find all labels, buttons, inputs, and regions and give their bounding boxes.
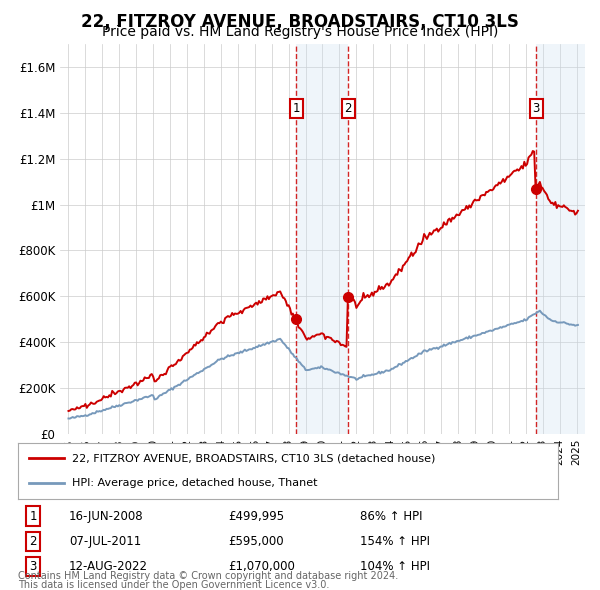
Text: 22, FITZROY AVENUE, BROADSTAIRS, CT10 3LS (detached house): 22, FITZROY AVENUE, BROADSTAIRS, CT10 3L… [72,453,436,463]
Text: Price paid vs. HM Land Registry's House Price Index (HPI): Price paid vs. HM Land Registry's House … [102,25,498,39]
Text: 86% ↑ HPI: 86% ↑ HPI [360,510,422,523]
Text: HPI: Average price, detached house, Thanet: HPI: Average price, detached house, Than… [72,478,317,488]
Text: 154% ↑ HPI: 154% ↑ HPI [360,535,430,548]
Text: 2: 2 [29,535,37,548]
Text: 1: 1 [292,102,300,115]
Text: £499,995: £499,995 [228,510,284,523]
Text: 2: 2 [344,102,352,115]
Text: £595,000: £595,000 [228,535,284,548]
Text: 3: 3 [29,560,37,573]
Text: 3: 3 [533,102,540,115]
Bar [536,44,585,434]
Text: 12-AUG-2022: 12-AUG-2022 [69,560,148,573]
Text: 07-JUL-2011: 07-JUL-2011 [69,535,141,548]
Text: 22, FITZROY AVENUE, BROADSTAIRS, CT10 3LS: 22, FITZROY AVENUE, BROADSTAIRS, CT10 3L… [81,13,519,31]
Text: This data is licensed under the Open Government Licence v3.0.: This data is licensed under the Open Gov… [18,579,329,589]
Text: 1: 1 [29,510,37,523]
Text: 16-JUN-2008: 16-JUN-2008 [69,510,143,523]
Text: 104% ↑ HPI: 104% ↑ HPI [360,560,430,573]
Text: £1,070,000: £1,070,000 [228,560,295,573]
Bar [296,44,348,434]
Text: Contains HM Land Registry data © Crown copyright and database right 2024.: Contains HM Land Registry data © Crown c… [18,571,398,581]
